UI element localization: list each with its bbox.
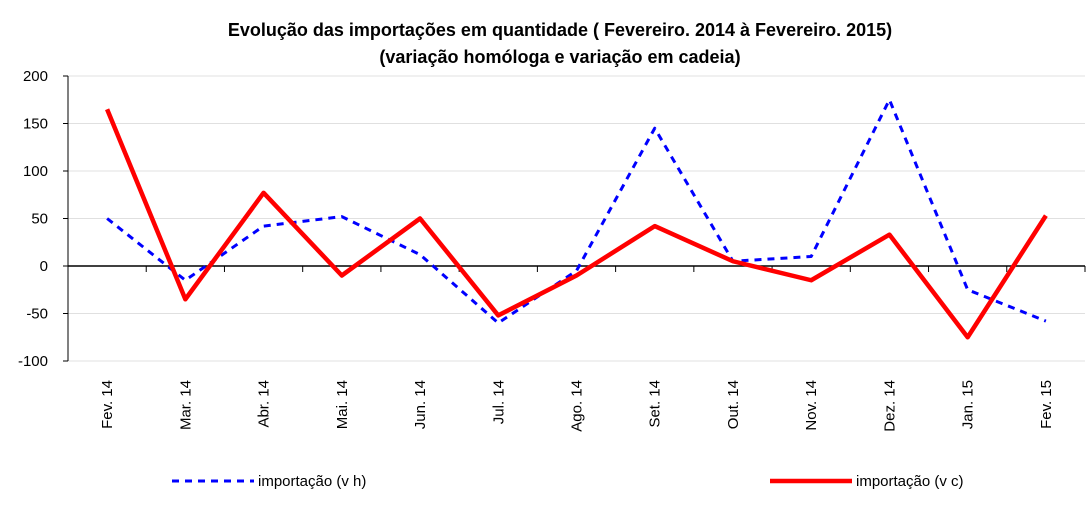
y-tick-label: -50 bbox=[26, 306, 48, 323]
y-tick-label: 0 bbox=[40, 258, 48, 275]
chart-subtitle: (variação homóloga e variação em cadeia) bbox=[379, 47, 740, 67]
legend-label: importação (v h) bbox=[258, 473, 366, 490]
x-tick-label: Fev. 15 bbox=[1038, 380, 1055, 429]
x-tick-label: Jun. 14 bbox=[412, 380, 429, 429]
x-tick-label: Jul. 14 bbox=[490, 380, 507, 424]
y-tick-label: 150 bbox=[23, 116, 48, 133]
y-tick-label: 50 bbox=[31, 211, 48, 228]
y-tick-label: 200 bbox=[23, 68, 48, 85]
x-tick-label: Mar. 14 bbox=[177, 380, 194, 430]
x-tick-label: Dez. 14 bbox=[881, 380, 898, 432]
series-line bbox=[105, 108, 1048, 340]
y-tick-label: 100 bbox=[23, 163, 48, 180]
y-tick-label: -100 bbox=[18, 353, 48, 370]
x-tick-label: Set. 14 bbox=[647, 380, 664, 428]
chart-title: Evolução das importações em quantidade (… bbox=[228, 20, 892, 40]
legend-label: importação (v c) bbox=[856, 473, 964, 490]
x-tick-label: Nov. 14 bbox=[803, 380, 820, 431]
x-tick-label: Mai. 14 bbox=[334, 380, 351, 429]
x-tick-label: Out. 14 bbox=[725, 380, 742, 429]
x-tick-label: Jan. 15 bbox=[960, 380, 977, 429]
x-tick-label: Ago. 14 bbox=[569, 380, 586, 432]
x-tick-label: Fev. 14 bbox=[99, 380, 116, 429]
x-tick-label: Abr. 14 bbox=[256, 380, 273, 428]
